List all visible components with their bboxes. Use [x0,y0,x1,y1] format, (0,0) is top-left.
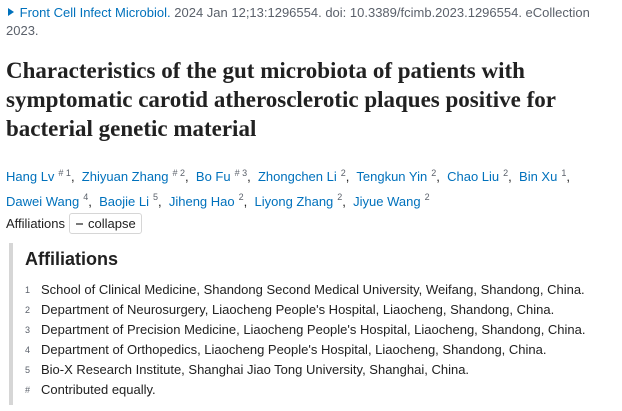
affiliation-item: 4 Department of Orthopedics, Liaocheng Pe… [25,340,622,360]
affiliation-item: 2 Department of Neurosurgery, Liaocheng P… [25,300,622,320]
toggle-label: Affiliations [6,216,66,231]
author: Dawei Wang 4, [6,192,96,209]
author-name[interactable]: Bin Xu [519,169,558,185]
author-name[interactable]: Hang Lv [6,169,55,185]
author-affiliation-marker: 4 [83,192,89,203]
author-affiliation-marker: 5 [152,192,158,203]
author-name[interactable]: Baojie Li [99,193,149,209]
affiliation-marker: 1 [25,285,31,295]
citation-details: 2024 Jan 12;13:1296554. doi: 10.3389/fci… [6,5,590,38]
affiliation-item: 1 School of Clinical Medicine, Shandong S… [25,280,622,300]
author-name[interactable]: Dawei Wang [6,193,80,209]
affiliation-item: 3 Department of Precision Medicine, Liaoc… [25,320,622,340]
author-list: Hang Lv # 1, Zhiyuan Zhang # 2, Bo Fu # 3, … [6,163,611,212]
collapse-icon [76,223,84,225]
citation: Front Cell Infect Microbiol. 2024 Jan 12… [6,4,606,40]
author-affiliation-marker: # 2 [172,168,186,178]
author: Liyong Zhang 2, [254,192,350,209]
author-name[interactable]: Jiyue Wang [353,193,421,209]
affiliation-item: 5 Bio-X Research Institute, Shanghai Jiao… [25,360,622,380]
affiliation-text: Bio-X Research Institute, Shanghai Jiao … [41,362,470,377]
author: Tengkun Yin 2, [356,168,444,185]
author-name[interactable]: Zhongchen Li [257,169,337,185]
journal-link[interactable]: Front Cell Infect Microbiol. [19,5,171,20]
affiliation-text: School of Clinical Medicine, Shandong Se… [41,282,585,297]
affiliation-text: Department of Neurosurgery, Liaocheng Pe… [41,302,555,317]
author: Baojie Li 5, [99,192,166,209]
affiliation-item: # Contributed equally. [25,380,622,400]
author-affiliation-marker: 2 [340,168,346,178]
affiliation-text: Department of Precision Medicine, Liaoch… [41,322,586,337]
author-name[interactable]: Tengkun Yin [356,169,428,185]
author-affiliation-marker: # 1 [58,168,71,178]
affiliation-marker: 2 [25,305,31,315]
author: Zhiyuan Zhang # 2, [81,168,193,185]
author-affiliation-marker: 2 [503,168,509,178]
author-affiliation-marker: # 3 [234,168,248,178]
author-affiliation-marker: 2 [431,168,437,178]
author-affiliation-marker: 1 [561,168,567,178]
author: Chao Liu 2, [447,168,516,185]
collapse-button[interactable]: collapse [69,213,142,234]
author-name[interactable]: Chao Liu [447,169,500,185]
author-affiliation-marker: 2 [337,192,343,203]
affiliation-marker: 4 [25,345,31,355]
affiliations-heading: Affiliations [25,249,118,269]
author-name[interactable]: Jiheng Hao [168,193,235,209]
author: Jiyue Wang 2 [353,192,430,209]
affiliation-list: 1 School of Clinical Medicine, Shandong S… [25,280,622,400]
affiliation-marker: 3 [25,325,31,335]
article-title: Characteristics of the gut microbiota of… [6,58,556,141]
author-affiliation-marker: 2 [424,192,430,203]
author-name[interactable]: Bo Fu [195,169,231,185]
expand-icon [8,8,14,16]
affiliation-marker: # [25,385,31,395]
author: Hang Lv # 1, [6,168,79,185]
author: Bo Fu # 3, [195,168,255,185]
affiliations-toggle: Affiliations collapse [6,213,142,234]
author-affiliation-marker: 2 [238,192,244,203]
button-label: collapse [88,216,136,231]
author: Bin Xu 1, [519,168,574,185]
affiliations-panel: Affiliations 1 School of Clinical Medicin… [9,243,622,405]
affiliation-text: Department of Orthopedics, Liaocheng Peo… [41,342,547,357]
author-name[interactable]: Zhiyuan Zhang [81,169,169,185]
author: Jiheng Hao 2, [168,192,251,209]
affiliation-text: Contributed equally. [41,382,156,397]
author-name[interactable]: Liyong Zhang [254,193,334,209]
affiliation-marker: 5 [25,365,31,375]
author: Zhongchen Li 2, [257,168,353,185]
